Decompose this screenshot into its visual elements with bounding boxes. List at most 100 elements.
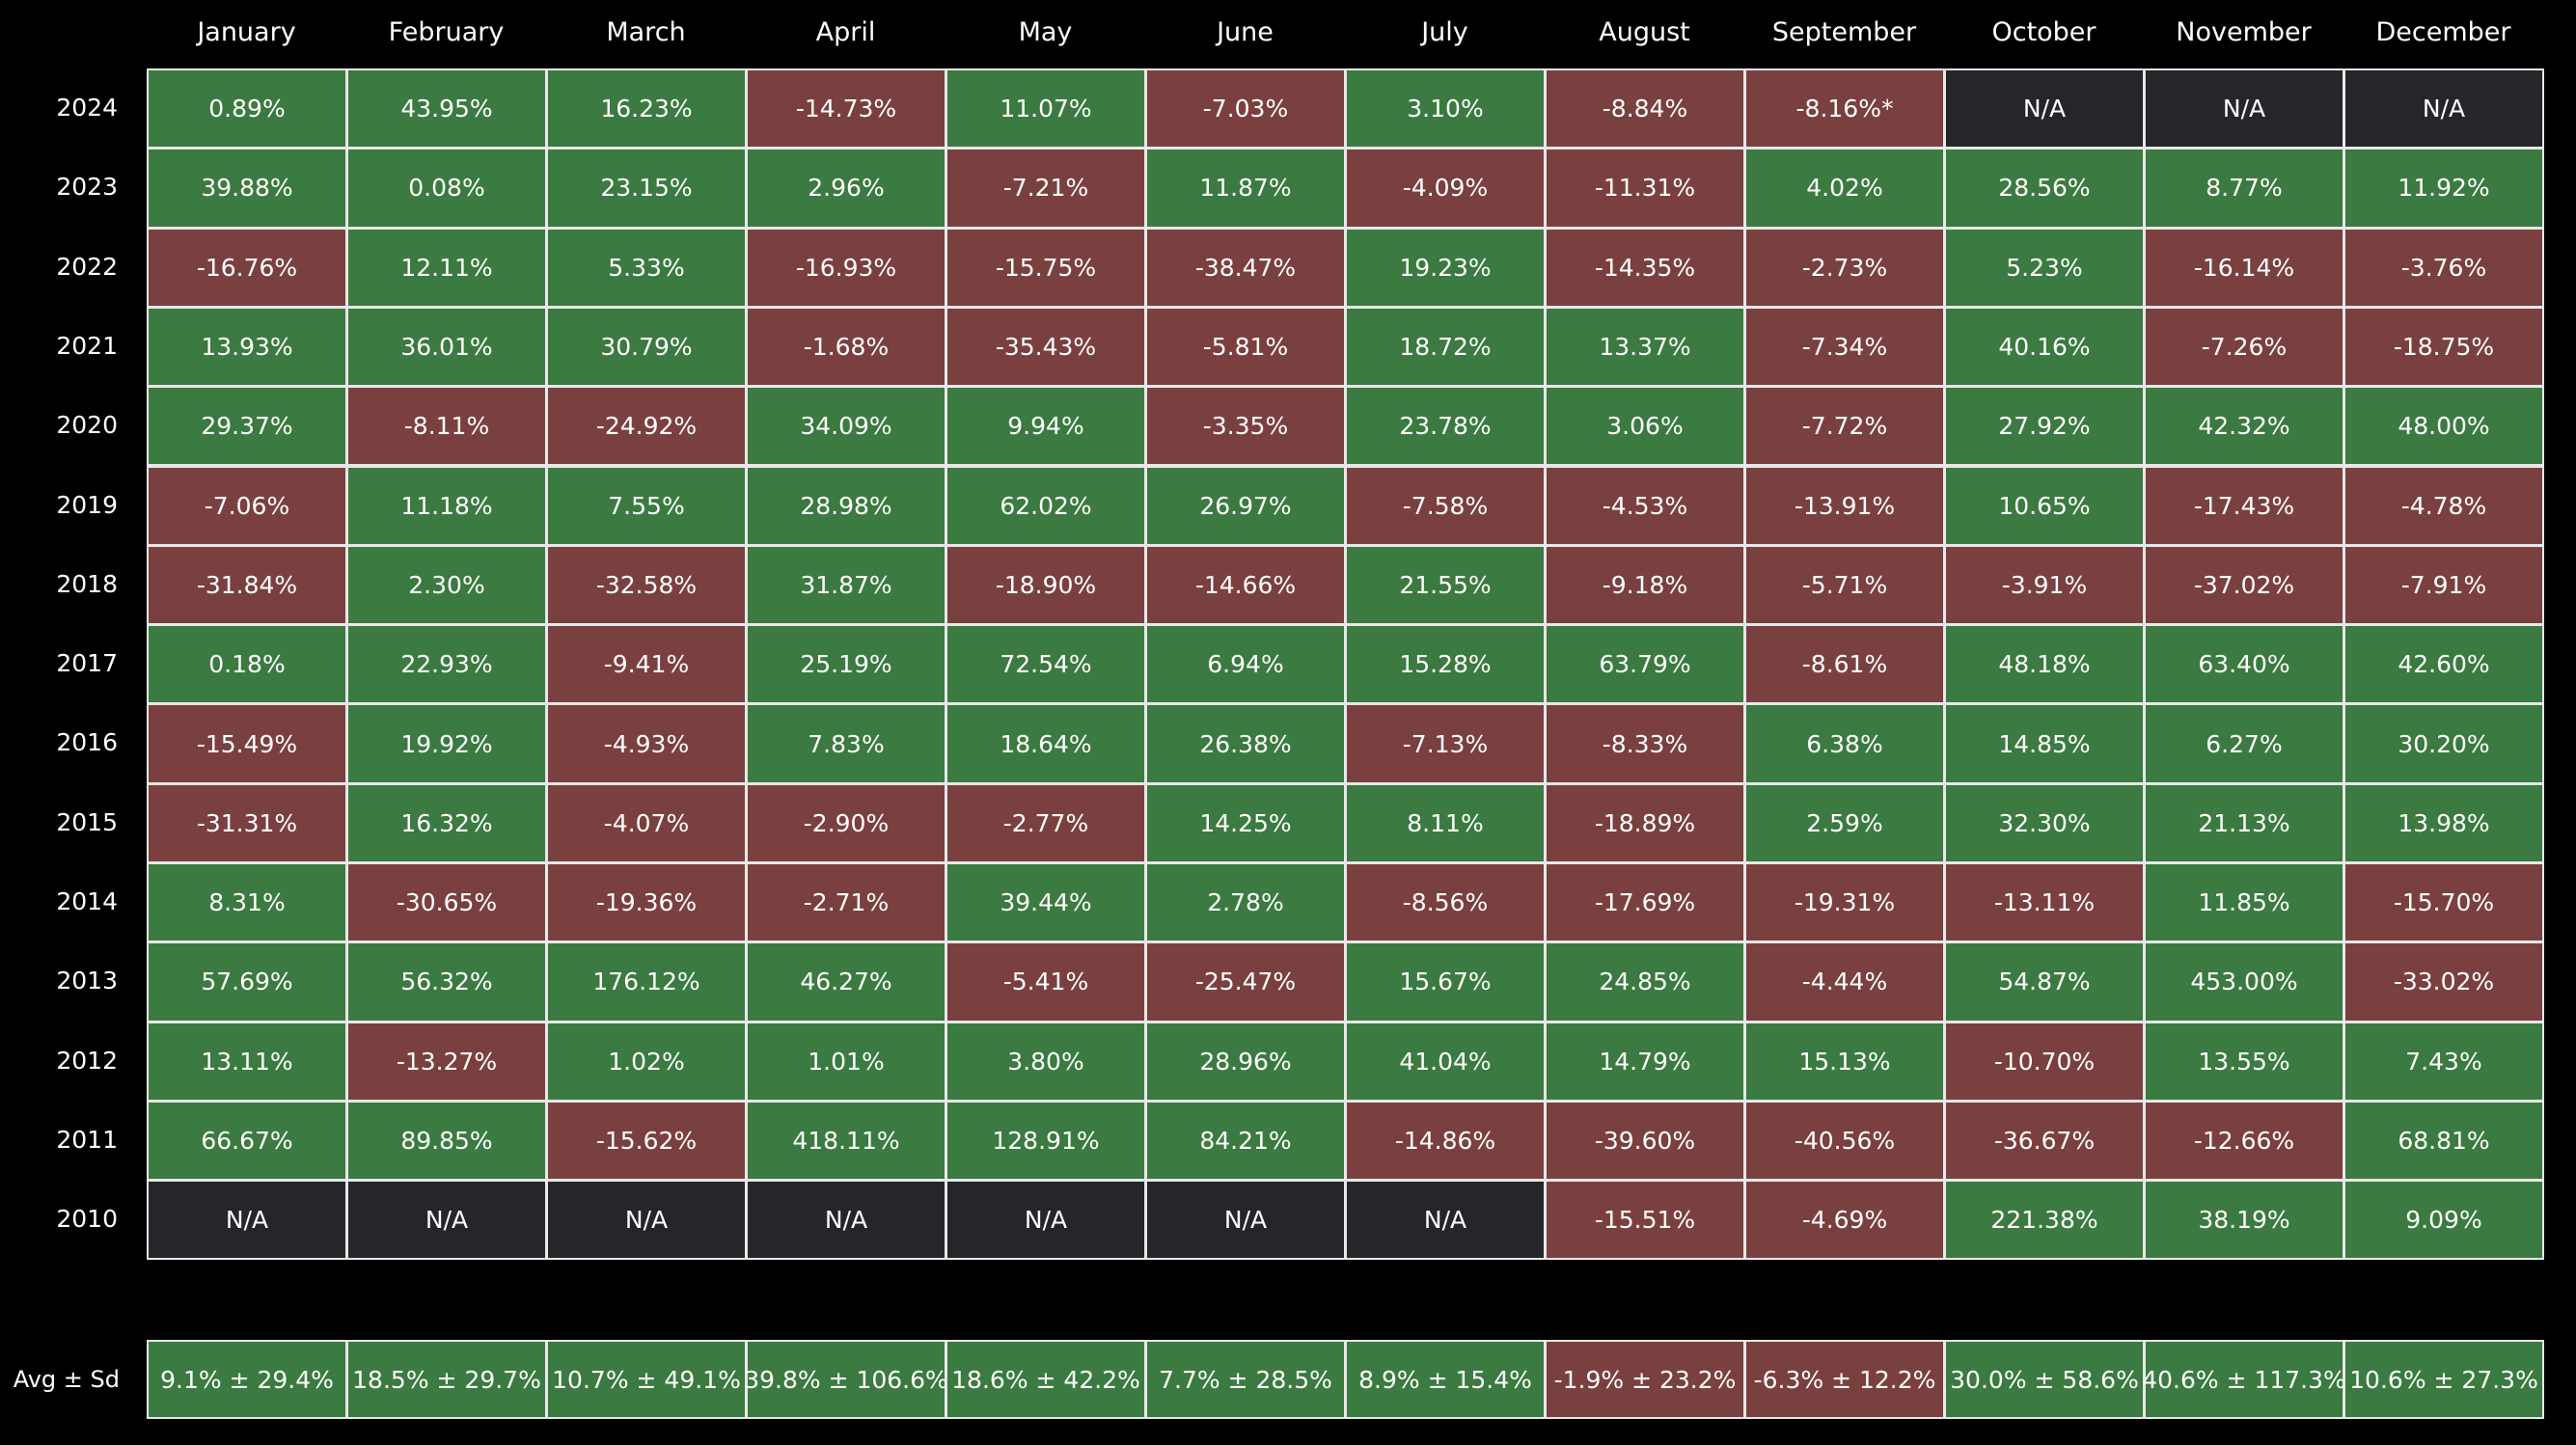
heatmap-cell: N/A [1145, 1180, 1346, 1261]
heatmap-cell: 32.30% [1944, 782, 2145, 863]
month-label: December [2375, 17, 2511, 47]
heatmap-cell: N/A [1944, 68, 2145, 150]
heatmap-cell: -7.34% [1744, 306, 1945, 388]
summary-cell: -1.9% ± 23.2% [1545, 1340, 1745, 1419]
heatmap-cell: -14.73% [746, 68, 946, 150]
heatmap-cell: 13.98% [2343, 782, 2544, 863]
year-label: 2023 [56, 173, 118, 202]
heatmap-cell: -14.86% [1345, 1100, 1546, 1182]
heatmap-cell: -16.14% [2144, 227, 2344, 308]
heatmap-cell: -8.11% [346, 386, 547, 467]
heatmap-cell: 28.98% [746, 465, 946, 546]
heatmap-cell: -35.43% [945, 306, 1146, 388]
heatmap-cell: 2.78% [1145, 862, 1346, 943]
heatmap-cell: 7.43% [2343, 1021, 2544, 1102]
heatmap-cell: 89.85% [346, 1100, 547, 1182]
heatmap-cell: 42.32% [2144, 386, 2344, 467]
heatmap-cell: 128.91% [945, 1100, 1146, 1182]
heatmap-cell: -8.16%* [1744, 68, 1945, 150]
heatmap-cell: -2.90% [746, 782, 946, 863]
heatmap-cell: -4.69% [1744, 1180, 1945, 1261]
heatmap-cell: 2.96% [746, 148, 946, 229]
heatmap-cell: -3.35% [1145, 386, 1346, 467]
summary-cell: 7.7% ± 28.5% [1145, 1340, 1346, 1419]
heatmap-cell: 15.28% [1345, 624, 1546, 705]
summary-label: Avg ± Sd [13, 1366, 120, 1393]
heatmap-cell: -2.77% [945, 782, 1146, 863]
heatmap-cell: -4.93% [546, 703, 747, 784]
year-label: 2024 [56, 94, 118, 122]
year-label: 2018 [56, 569, 118, 598]
heatmap-cell: -14.35% [1545, 227, 1745, 308]
heatmap-cell: 46.27% [746, 941, 946, 1022]
heatmap-cell: 39.88% [147, 148, 347, 229]
month-label: June [1217, 17, 1274, 47]
heatmap-cell: -13.11% [1944, 862, 2145, 943]
heatmap-cell: 6.38% [1744, 703, 1945, 784]
heatmap-cell: N/A [2144, 68, 2344, 150]
heatmap-cell: -10.70% [1944, 1021, 2145, 1102]
heatmap-cell: -17.43% [2144, 465, 2344, 546]
heatmap-cell: -30.65% [346, 862, 547, 943]
heatmap-cell: 15.13% [1744, 1021, 1945, 1102]
heatmap-cell: 31.87% [746, 544, 946, 626]
summary-cell: 30.0% ± 58.6% [1944, 1340, 2145, 1419]
heatmap-cell: -39.60% [1545, 1100, 1745, 1182]
heatmap-cell: 28.56% [1944, 148, 2145, 229]
heatmap-cell: N/A [1345, 1180, 1546, 1261]
heatmap-cell: 28.96% [1145, 1021, 1346, 1102]
heatmap-cell: -7.06% [147, 465, 347, 546]
summary-cell: 9.1% ± 29.4% [147, 1340, 347, 1419]
heatmap-cell: -9.41% [546, 624, 747, 705]
summary-cell: 10.7% ± 49.1% [546, 1340, 747, 1419]
year-label: 2012 [56, 1046, 118, 1075]
heatmap-cell: 14.85% [1944, 703, 2145, 784]
heatmap-cell: -5.71% [1744, 544, 1945, 626]
summary-cell: 18.5% ± 29.7% [346, 1340, 547, 1419]
heatmap-cell: 18.64% [945, 703, 1146, 784]
year-label: 2020 [56, 411, 118, 440]
heatmap-cell: 5.33% [546, 227, 747, 308]
summary-cell: -6.3% ± 12.2% [1744, 1340, 1945, 1419]
heatmap-cell: -15.70% [2343, 862, 2544, 943]
heatmap-cell: 11.85% [2144, 862, 2344, 943]
heatmap-cell: -7.58% [1345, 465, 1546, 546]
heatmap-cell: 18.72% [1345, 306, 1546, 388]
heatmap-cell: 176.12% [546, 941, 747, 1022]
heatmap-cell: -12.66% [2144, 1100, 2344, 1182]
heatmap-cell: 6.27% [2144, 703, 2344, 784]
heatmap-cell: 11.87% [1145, 148, 1346, 229]
heatmap-cell: N/A [546, 1180, 747, 1261]
heatmap-cell: -8.33% [1545, 703, 1745, 784]
heatmap-cell: -5.41% [945, 941, 1146, 1022]
heatmap-cell: N/A [746, 1180, 946, 1261]
heatmap-cell: 43.95% [346, 68, 547, 150]
heatmap-cell: -7.26% [2144, 306, 2344, 388]
heatmap-cell: 23.15% [546, 148, 747, 229]
month-label: May [1018, 17, 1073, 47]
year-label: 2017 [56, 649, 118, 678]
heatmap-cell: 8.31% [147, 862, 347, 943]
month-label: February [388, 17, 505, 47]
heatmap-cell: 7.55% [546, 465, 747, 546]
summary-cell: 18.6% ± 42.2% [945, 1340, 1146, 1419]
summary-cell: 40.6% ± 117.3% [2142, 1340, 2346, 1419]
heatmap-cell: -8.84% [1545, 68, 1745, 150]
heatmap-cell: 4.02% [1744, 148, 1945, 229]
year-label: 2016 [56, 728, 118, 757]
heatmap-cell: 42.60% [2343, 624, 2544, 705]
heatmap-cell: 6.94% [1145, 624, 1346, 705]
heatmap-cell: 0.08% [346, 148, 547, 229]
heatmap-cell: -19.36% [546, 862, 747, 943]
heatmap-cell: -24.92% [546, 386, 747, 467]
heatmap-cell: -17.69% [1545, 862, 1745, 943]
heatmap-cell: 40.16% [1944, 306, 2145, 388]
year-label: 2015 [56, 807, 118, 836]
heatmap-cell: 68.81% [2343, 1100, 2544, 1182]
heatmap-cell: 8.77% [2144, 148, 2344, 229]
month-label: July [1421, 17, 1468, 47]
heatmap-cell: 66.67% [147, 1100, 347, 1182]
heatmap-cell: 36.01% [346, 306, 547, 388]
heatmap-cell: 11.18% [346, 465, 547, 546]
heatmap-cell: 418.11% [746, 1100, 946, 1182]
